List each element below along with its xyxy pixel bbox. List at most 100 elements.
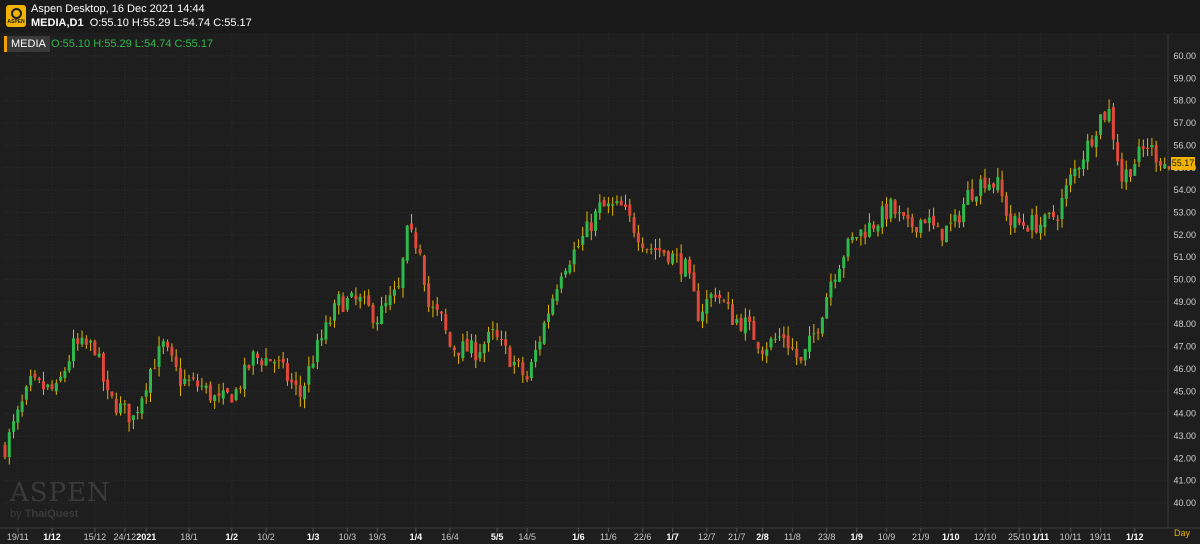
x-tick-label: 1/11	[1032, 532, 1049, 542]
candle-body	[718, 294, 722, 299]
candle-body	[816, 331, 820, 334]
candle-body	[161, 341, 165, 347]
candle-body	[581, 235, 585, 245]
candle	[1146, 138, 1150, 157]
candle-body	[392, 289, 396, 296]
candle-body	[688, 259, 692, 274]
candle	[405, 224, 409, 264]
candle	[7, 428, 11, 465]
candle	[1077, 166, 1081, 179]
candle	[161, 338, 165, 355]
candle-body	[786, 335, 790, 348]
candle-body	[1081, 159, 1085, 169]
candle	[307, 356, 311, 393]
candle	[414, 227, 418, 254]
candle	[795, 341, 799, 366]
candle-body	[431, 306, 435, 308]
candle	[247, 364, 251, 371]
x-tick-label: 25/10	[1008, 532, 1031, 542]
candle-body	[63, 370, 67, 378]
candle-body	[144, 390, 148, 397]
candle	[701, 303, 705, 329]
candle	[1154, 140, 1158, 172]
candle	[333, 299, 337, 328]
candle-body	[790, 347, 794, 349]
y-tick-label: 60.00	[1173, 51, 1196, 61]
candle	[504, 331, 508, 355]
candle	[1158, 157, 1162, 171]
candle-body	[1022, 222, 1025, 226]
candle-body	[615, 201, 619, 204]
candle	[174, 349, 178, 372]
candle-body	[320, 338, 324, 341]
candle-body	[110, 391, 114, 397]
candle-body	[67, 361, 71, 371]
candle	[37, 376, 41, 383]
candle	[949, 213, 953, 232]
candle-body	[362, 296, 366, 298]
candle	[392, 280, 396, 304]
candle	[893, 198, 897, 219]
candle-body	[1111, 107, 1115, 140]
candle-body	[208, 384, 212, 401]
candle	[829, 273, 833, 306]
price-chart[interactable]: 40.00 41.00 42.00 43.00 44.00 45.00 46.00 47.00…	[0, 34, 1200, 544]
candle-body	[1086, 140, 1090, 162]
candle	[555, 284, 559, 305]
candle	[217, 383, 221, 403]
candle-body	[906, 215, 910, 219]
candle-body	[944, 225, 948, 243]
candle	[457, 352, 461, 364]
candle	[251, 350, 255, 375]
candle-body	[850, 236, 854, 241]
candle	[748, 309, 752, 331]
candle	[606, 197, 610, 214]
candle-body	[641, 243, 645, 248]
x-tick-label: 10/9	[878, 532, 896, 542]
candle-body	[525, 375, 529, 380]
candle	[709, 292, 713, 307]
candle	[435, 297, 439, 316]
candle-body	[645, 249, 649, 251]
symbol-tab[interactable]: MEDIA	[4, 36, 50, 52]
x-tick-label: 15/12	[84, 532, 107, 542]
candle-body	[166, 341, 170, 348]
candle	[418, 244, 422, 256]
x-tick-label: 1/12	[1126, 532, 1144, 542]
candle-body	[1103, 111, 1107, 120]
candle-body	[825, 297, 829, 319]
candle	[910, 213, 914, 233]
candle-body	[624, 204, 628, 208]
candle	[345, 296, 349, 312]
candle-body	[418, 249, 422, 254]
candle-body	[183, 378, 187, 385]
candle	[119, 396, 123, 416]
candle-body	[987, 184, 991, 190]
candle-body	[1013, 216, 1017, 228]
y-tick-label: 46.00	[1173, 364, 1196, 374]
candle-body	[983, 177, 987, 189]
x-tick-label: 1/7	[666, 532, 679, 542]
candle-body	[37, 378, 41, 380]
candle	[123, 399, 127, 414]
candle-body	[799, 356, 803, 361]
period-label[interactable]: Day	[1174, 528, 1191, 538]
candle	[1124, 160, 1128, 190]
candle-body	[1073, 168, 1077, 177]
x-tick-label: 10/3	[339, 532, 357, 542]
candle	[371, 302, 375, 329]
candle	[93, 339, 97, 356]
candle-body	[397, 286, 401, 288]
y-tick-label: 59.00	[1173, 73, 1196, 83]
candle	[1137, 138, 1141, 167]
candle-body	[662, 250, 666, 254]
y-tick-label: 51.00	[1173, 252, 1196, 262]
candle	[303, 382, 307, 409]
candle-body	[534, 349, 538, 362]
candle	[1009, 205, 1013, 235]
candle-body	[178, 368, 182, 387]
candle-body	[867, 222, 871, 238]
candle	[487, 326, 491, 352]
candle	[277, 355, 281, 369]
candle-body	[897, 212, 901, 214]
